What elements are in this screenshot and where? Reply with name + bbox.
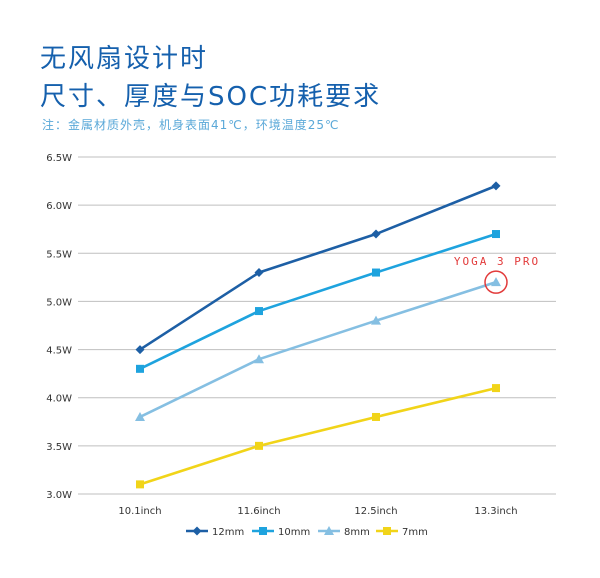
- series-line-7mm: [139, 386, 497, 486]
- data-point-8mm: [254, 354, 264, 364]
- annotation-label: YOGA 3 PRO: [454, 255, 540, 268]
- y-tick-label: 3.5W: [46, 442, 72, 453]
- y-tick-label: 5.0W: [46, 297, 72, 308]
- highlight-circle: [484, 270, 508, 294]
- data-point-10mm: [255, 307, 263, 316]
- x-tick-label: 11.6inch: [237, 506, 280, 517]
- chart-title-line-2: 尺寸、厚度与SOC功耗要求: [40, 82, 382, 112]
- chart-note: 注：金属材质外壳，机身表面41℃，环境温度25℃: [42, 118, 340, 132]
- data-point-10mm: [492, 230, 500, 239]
- data-point-10mm: [136, 364, 144, 373]
- data-point-7mm: [136, 480, 144, 489]
- legend-marker-7mm: [383, 527, 391, 535]
- x-tick-label: 10.1inch: [118, 506, 161, 517]
- y-tick-label: 6.5W: [46, 153, 72, 164]
- series-line-8mm: [139, 280, 497, 419]
- data-point-7mm: [255, 441, 263, 450]
- x-tick-label: 12.5inch: [354, 506, 397, 517]
- series-line-12mm: [139, 184, 497, 351]
- data-point-8mm: [491, 277, 501, 287]
- y-tick-label: 6.0W: [46, 201, 72, 212]
- series-line-10mm: [139, 232, 497, 370]
- legend-marker-8mm: [324, 526, 334, 535]
- y-tick-label: 4.5W: [46, 346, 72, 357]
- chart-title-line-1: 无风扇设计时: [40, 44, 209, 74]
- legend-label-8mm: 8mm: [344, 527, 370, 538]
- data-point-10mm: [372, 268, 380, 277]
- data-point-12mm: [254, 268, 264, 278]
- data-point-8mm: [135, 411, 145, 421]
- y-tick-label: 4.0W: [46, 394, 72, 405]
- data-point-12mm: [491, 181, 501, 191]
- data-point-7mm: [492, 384, 500, 393]
- legend-label-10mm: 10mm: [278, 527, 310, 538]
- legend-label-12mm: 12mm: [212, 527, 244, 538]
- data-point-12mm: [135, 345, 145, 355]
- x-tick-label: 13.3inch: [474, 506, 517, 517]
- data-point-7mm: [372, 412, 380, 421]
- legend-marker-10mm: [259, 527, 267, 535]
- y-tick-label: 3.0W: [46, 490, 72, 501]
- data-point-12mm: [371, 229, 381, 239]
- data-point-8mm: [371, 315, 381, 325]
- legend-marker-12mm: [192, 526, 202, 536]
- legend-label-7mm: 7mm: [402, 527, 428, 538]
- y-tick-label: 5.5W: [46, 249, 72, 260]
